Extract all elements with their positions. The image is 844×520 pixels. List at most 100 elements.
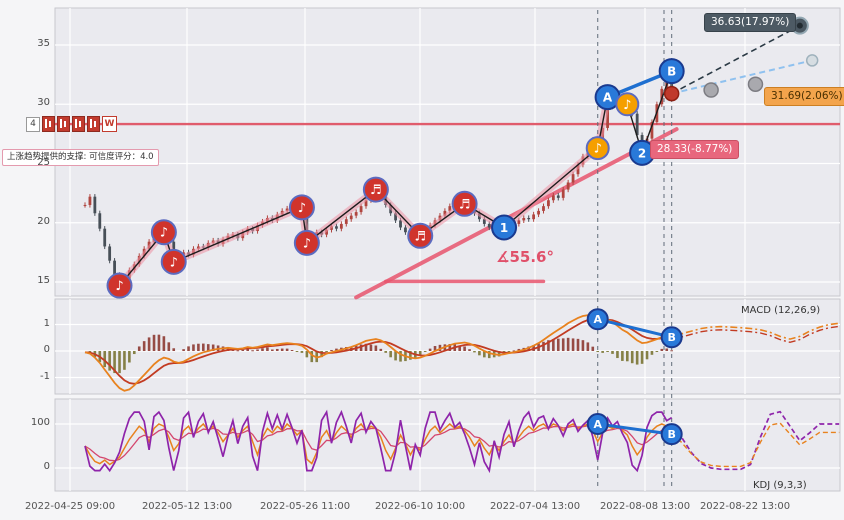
forecast-channel-end-marker	[805, 54, 819, 67]
candle-body	[556, 195, 560, 198]
kdj-marker-B[interactable]	[660, 423, 683, 446]
w-pattern-icon[interactable]: W	[102, 116, 117, 132]
note-marker[interactable]	[150, 219, 177, 246]
candle-body	[344, 219, 348, 224]
macd-indicator-label: MACD (12,26,9)	[741, 305, 821, 316]
forecast-point-marker[interactable]	[703, 82, 719, 98]
kdj-d-line	[84, 425, 672, 462]
candle-body	[93, 196, 97, 214]
hist-bar	[300, 351, 304, 353]
hist-bar	[423, 351, 427, 352]
price-y-tick: 25	[37, 156, 50, 168]
note-marker[interactable]	[293, 229, 320, 256]
marker-1[interactable]	[491, 214, 518, 241]
hist-bar	[246, 348, 249, 351]
hist-bar	[364, 343, 368, 351]
candle-body	[404, 227, 407, 233]
target-mid-tooltip[interactable]: 31.69(2.06%)	[764, 87, 844, 106]
marker-glyph: ♪	[170, 255, 178, 270]
hist-bar	[389, 351, 392, 358]
note-marker[interactable]	[585, 136, 610, 161]
marker-glyph: ♬	[414, 229, 426, 244]
note-marker[interactable]	[106, 272, 133, 299]
hist-bar	[256, 349, 259, 351]
candle-body	[103, 228, 107, 247]
candle-pattern-icon[interactable]	[42, 116, 55, 132]
x-axis-label: 2022-07-04 13:00	[489, 501, 581, 512]
hist-bar	[556, 338, 560, 351]
candle-pattern-icon[interactable]	[87, 116, 100, 132]
hist-bar	[483, 351, 486, 358]
candle-body	[650, 122, 654, 139]
kdj-j-forecast	[671, 410, 840, 471]
hist-bar	[118, 351, 121, 374]
hist-bar	[147, 337, 151, 351]
hist-bar	[325, 351, 328, 352]
kdj-y-tick: 100	[30, 417, 50, 428]
candle-body	[88, 196, 92, 205]
hist-bar	[123, 351, 126, 370]
hist-bar	[142, 341, 146, 351]
marker-glyph: ♪	[594, 142, 602, 157]
candle-pattern-icon[interactable]	[57, 116, 70, 132]
marker-glyph: ♬	[459, 197, 471, 212]
hist-bar	[206, 344, 210, 351]
candle-body	[399, 220, 402, 228]
hist-bar	[552, 339, 555, 351]
x-axis-label: 2022-05-26 11:00	[259, 501, 351, 512]
marker-glyph: ♪	[115, 279, 123, 294]
candle-body	[364, 200, 368, 207]
hist-bar	[315, 351, 319, 363]
note-marker[interactable]	[160, 248, 187, 275]
hist-bar	[137, 346, 141, 351]
pattern-badge-row[interactable]: 4 W	[26, 116, 117, 132]
note-marker[interactable]	[615, 92, 640, 117]
hist-bar	[596, 351, 600, 352]
hist-bar	[241, 349, 245, 351]
target-high-tooltip[interactable]: 36.63(17.97%)	[704, 13, 797, 32]
note-marker[interactable]	[407, 222, 434, 249]
hist-bar	[409, 351, 412, 360]
candle-body	[542, 206, 545, 211]
candle-body	[482, 219, 486, 224]
hist-bar	[670, 350, 673, 352]
hist-bar	[251, 350, 254, 352]
hist-bar	[379, 348, 383, 351]
kdj-k-forecast	[671, 422, 840, 468]
kdj-marker-A[interactable]	[586, 413, 609, 435]
macd-dea-forecast	[671, 325, 840, 344]
candle-body	[527, 218, 531, 220]
candle-body	[113, 260, 116, 275]
note-marker[interactable]	[288, 194, 315, 221]
note-marker[interactable]	[451, 190, 478, 217]
current-price-marker[interactable]	[663, 85, 680, 102]
hist-bar	[507, 351, 511, 352]
candle-body	[537, 210, 540, 215]
note-marker[interactable]	[362, 176, 389, 203]
hist-bar	[399, 351, 402, 362]
candle-pattern-icon[interactable]	[72, 116, 85, 132]
hist-bar	[280, 348, 284, 351]
hist-bar	[433, 346, 437, 351]
hist-bar	[547, 340, 550, 351]
candle-body	[108, 246, 112, 261]
hist-bar	[487, 351, 491, 359]
hist-bar	[182, 349, 185, 351]
marker-glyph: A	[603, 91, 613, 105]
hist-bar	[157, 334, 161, 351]
forecast-mid-marker[interactable]	[747, 76, 764, 92]
hist-bar	[463, 346, 466, 351]
hist-bar	[310, 351, 314, 363]
macd-marker-B[interactable]	[660, 326, 683, 349]
marker-B[interactable]	[658, 58, 685, 85]
candle-body	[532, 214, 536, 220]
hist-bar	[359, 344, 363, 351]
price-y-tick: 30	[37, 97, 50, 109]
candle-body	[394, 213, 397, 221]
price-y-tick: 20	[37, 215, 50, 227]
macd-marker-A[interactable]	[586, 308, 609, 331]
hist-bar	[369, 344, 373, 351]
target-low-tooltip[interactable]: 28.33(-8.77%)	[650, 140, 740, 159]
marker-glyph: ♪	[160, 226, 168, 241]
